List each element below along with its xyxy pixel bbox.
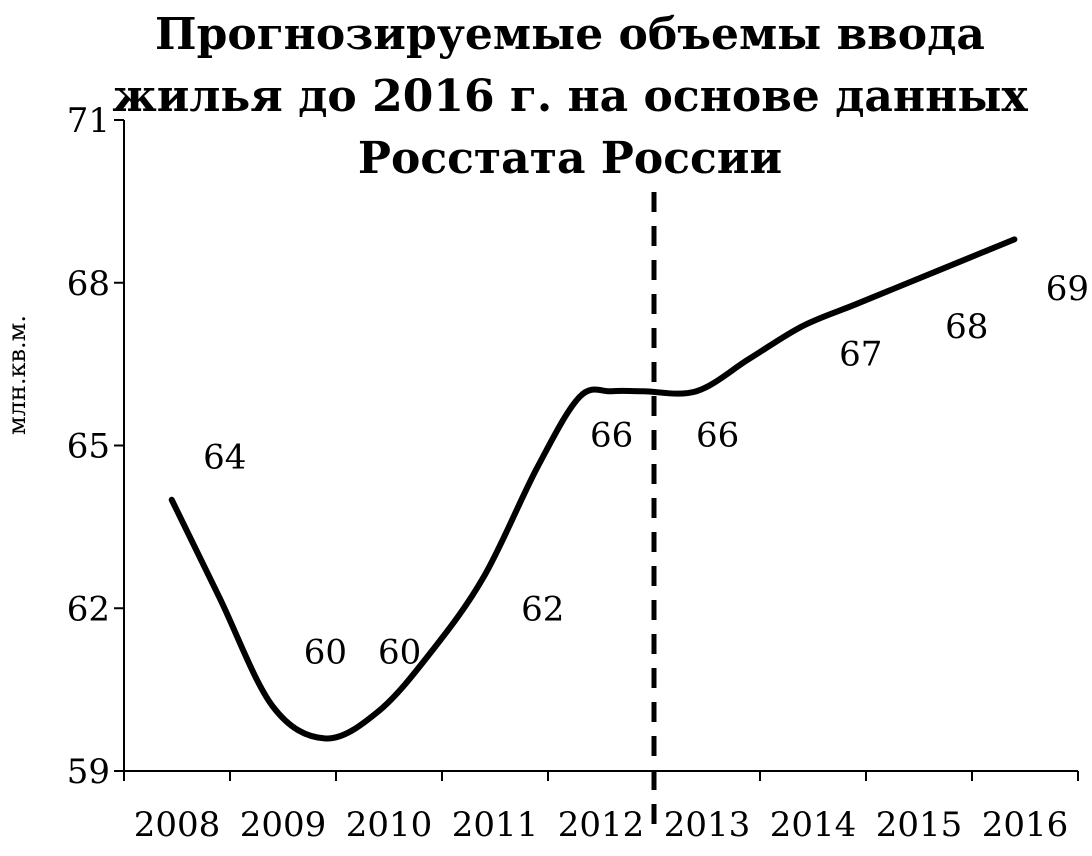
data-label: 60 <box>304 633 347 673</box>
chart-title-line-1: Прогнозируемые объемы ввода <box>155 9 985 60</box>
data-label: 68 <box>945 307 988 347</box>
x-tick-label: 2014 <box>770 805 857 845</box>
x-tick-label: 2012 <box>558 805 645 845</box>
x-tick-label: 2008 <box>134 805 221 845</box>
chart-title: Прогнозируемые объемы ввода жилья до 201… <box>60 4 1080 190</box>
x-tick-label: 2016 <box>982 805 1069 845</box>
y-tick-label: 71 <box>67 101 110 141</box>
data-label: 62 <box>521 589 564 629</box>
data-label: 67 <box>839 334 882 374</box>
y-tick-label: 59 <box>67 752 110 792</box>
data-label: 66 <box>696 416 739 456</box>
data-label: 66 <box>590 416 633 456</box>
x-tick-label: 2013 <box>664 805 751 845</box>
chart-title-line-3: Росстата России <box>357 133 783 184</box>
chart-title-line-2: жилья до 2016 г. на основе данных <box>112 71 1028 122</box>
x-tick-label: 2011 <box>452 805 539 845</box>
y-tick-label: 68 <box>67 264 110 304</box>
series-line <box>168 236 1018 742</box>
x-tick-label: 2009 <box>240 805 327 845</box>
x-tick-label: 2015 <box>876 805 963 845</box>
y-tick-label: 62 <box>67 589 110 629</box>
data-label: 69 <box>1046 269 1089 309</box>
data-label: 60 <box>378 633 421 673</box>
y-tick-label: 65 <box>67 427 110 467</box>
x-tick-label: 2010 <box>346 805 433 845</box>
data-label: 64 <box>203 437 246 477</box>
